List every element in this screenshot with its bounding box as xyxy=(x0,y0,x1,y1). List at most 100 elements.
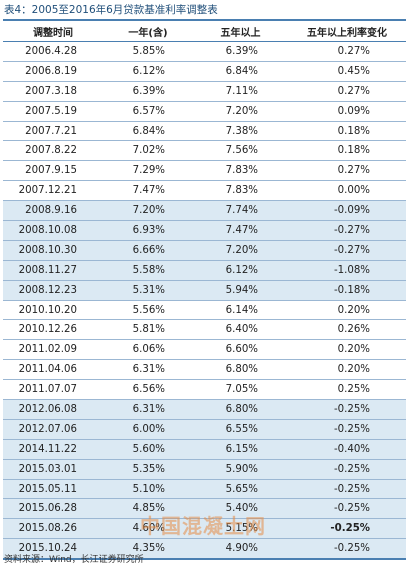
table-row: 2011.07.07 6.56% 7.05% 0.25% xyxy=(3,379,406,401)
cell-five-year: 6.40% xyxy=(193,319,288,341)
cell-date: 2015.10.24 xyxy=(3,538,103,561)
table-row: 2007.7.21 6.84% 7.38% 0.18% xyxy=(3,121,406,142)
cell-change: -0.25% xyxy=(288,479,406,500)
cell-change: -0.40% xyxy=(288,439,406,460)
cell-date: 2007.12.21 xyxy=(3,180,103,202)
cell-five-year: 7.56% xyxy=(193,140,288,162)
table-row: 2011.04.06 6.31% 6.80% 0.20% xyxy=(3,359,406,381)
cell-one-year: 7.20% xyxy=(103,200,193,222)
cell-date: 2011.02.09 xyxy=(3,339,103,361)
cell-change: 0.18% xyxy=(288,121,406,142)
table-header-row: 调整时间 一年(含) 五年以上 五年以上利率变化 xyxy=(3,19,406,42)
cell-one-year: 5.58% xyxy=(103,260,193,281)
cell-five-year: 4.90% xyxy=(193,538,288,561)
cell-date: 2007.8.22 xyxy=(3,140,103,162)
cell-five-year: 5.15% xyxy=(193,518,288,540)
watermark: 中国混凝土网 xyxy=(140,514,266,538)
cell-date: 2011.04.06 xyxy=(3,359,103,381)
table-row: 2006.8.19 6.12% 6.84% 0.45% xyxy=(3,61,406,82)
cell-date: 2008.11.27 xyxy=(3,260,103,281)
cell-five-year: 7.38% xyxy=(193,121,288,142)
header-date: 调整时间 xyxy=(3,19,103,42)
cell-change: -0.25% xyxy=(288,459,406,480)
cell-change: -0.27% xyxy=(288,220,406,241)
cell-five-year: 5.40% xyxy=(193,498,288,520)
cell-date: 2012.06.08 xyxy=(3,399,103,420)
cell-date: 2012.07.06 xyxy=(3,419,103,440)
cell-five-year: 7.74% xyxy=(193,200,288,222)
cell-change: 0.20% xyxy=(288,300,406,321)
cell-one-year: 7.29% xyxy=(103,160,193,182)
cell-date: 2006.8.19 xyxy=(3,61,103,82)
cell-five-year: 7.83% xyxy=(193,160,288,182)
cell-date: 2007.7.21 xyxy=(3,121,103,142)
table-row: 2007.9.15 7.29% 7.83% 0.27% xyxy=(3,160,406,182)
cell-change: -0.25% xyxy=(288,518,406,540)
cell-five-year: 7.20% xyxy=(193,240,288,261)
cell-five-year: 7.20% xyxy=(193,101,288,122)
cell-one-year: 5.81% xyxy=(103,319,193,341)
table-row: 2015.03.01 5.35% 5.90% -0.25% xyxy=(3,459,406,480)
table-row: 2007.8.22 7.02% 7.56% 0.18% xyxy=(3,140,406,162)
cell-date: 2015.05.11 xyxy=(3,479,103,500)
source-note: 资料来源：Wind，长江证券研究所 xyxy=(4,555,144,565)
cell-five-year: 6.80% xyxy=(193,359,288,381)
cell-one-year: 5.31% xyxy=(103,280,193,301)
table-title: 表4：2005至2016年6月贷款基准利率调整表 xyxy=(4,4,218,16)
table-row: 2015.08.26 4.60% 5.15% -0.25% xyxy=(3,518,406,540)
cell-change: -0.25% xyxy=(288,498,406,520)
cell-five-year: 6.12% xyxy=(193,260,288,281)
cell-date: 2010.10.20 xyxy=(3,300,103,321)
cell-change: -0.18% xyxy=(288,280,406,301)
rate-table-container: 调整时间 一年(含) 五年以上 五年以上利率变化 2006.4.28 5.85% 6… xyxy=(3,19,406,561)
cell-one-year: 6.12% xyxy=(103,61,193,82)
cell-change: 0.20% xyxy=(288,339,406,361)
table-row: 2006.4.28 5.85% 6.39% 0.27% xyxy=(3,41,406,62)
table-row: 2007.3.18 6.39% 7.11% 0.27% xyxy=(3,81,406,102)
cell-five-year: 6.84% xyxy=(193,61,288,82)
cell-change: 0.25% xyxy=(288,379,406,401)
cell-date: 2008.10.30 xyxy=(3,240,103,261)
cell-one-year: 5.60% xyxy=(103,439,193,460)
cell-five-year: 5.65% xyxy=(193,479,288,500)
cell-five-year: 5.90% xyxy=(193,459,288,480)
cell-change: -0.25% xyxy=(288,538,406,561)
cell-change: 0.00% xyxy=(288,180,406,202)
cell-one-year: 5.35% xyxy=(103,459,193,480)
cell-date: 2015.08.26 xyxy=(3,518,103,540)
table-row: 2010.12.26 5.81% 6.40% 0.26% xyxy=(3,319,406,341)
cell-change: 0.26% xyxy=(288,319,406,341)
header-five-year: 五年以上 xyxy=(193,19,288,42)
table-row: 2007.12.21 7.47% 7.83% 0.00% xyxy=(3,180,406,202)
cell-date: 2007.9.15 xyxy=(3,160,103,182)
cell-date: 2010.12.26 xyxy=(3,319,103,341)
table-row: 2008.12.23 5.31% 5.94% -0.18% xyxy=(3,280,406,301)
table-row: 2010.10.20 5.56% 6.14% 0.20% xyxy=(3,300,406,321)
cell-change: 0.09% xyxy=(288,101,406,122)
table-row: 2014.11.22 5.60% 6.15% -0.40% xyxy=(3,439,406,460)
cell-one-year: 5.10% xyxy=(103,479,193,500)
cell-one-year: 6.39% xyxy=(103,81,193,102)
cell-one-year: 6.06% xyxy=(103,339,193,361)
cell-one-year: 6.66% xyxy=(103,240,193,261)
cell-one-year: 7.02% xyxy=(103,140,193,162)
cell-change: -0.25% xyxy=(288,399,406,420)
cell-date: 2008.10.08 xyxy=(3,220,103,241)
cell-change: -1.08% xyxy=(288,260,406,281)
cell-five-year: 7.83% xyxy=(193,180,288,202)
cell-five-year: 7.47% xyxy=(193,220,288,241)
table-row: 2015.06.28 4.85% 5.40% -0.25% xyxy=(3,498,406,520)
cell-five-year: 6.55% xyxy=(193,419,288,440)
cell-change: -0.25% xyxy=(288,419,406,440)
table-row: 2015.10.24 4.35% 4.90% -0.25% xyxy=(3,538,406,561)
header-one-year: 一年(含) xyxy=(103,19,193,42)
cell-one-year: 6.31% xyxy=(103,359,193,381)
cell-one-year: 7.47% xyxy=(103,180,193,202)
table-body: 2006.4.28 5.85% 6.39% 0.27% 2006.8.19 6.12% 6.… xyxy=(3,41,406,561)
cell-one-year: 6.00% xyxy=(103,419,193,440)
cell-one-year: 6.93% xyxy=(103,220,193,241)
cell-one-year: 5.85% xyxy=(103,41,193,62)
cell-one-year: 4.35% xyxy=(103,538,193,561)
cell-one-year: 4.60% xyxy=(103,518,193,540)
header-change: 五年以上利率变化 xyxy=(288,19,406,42)
